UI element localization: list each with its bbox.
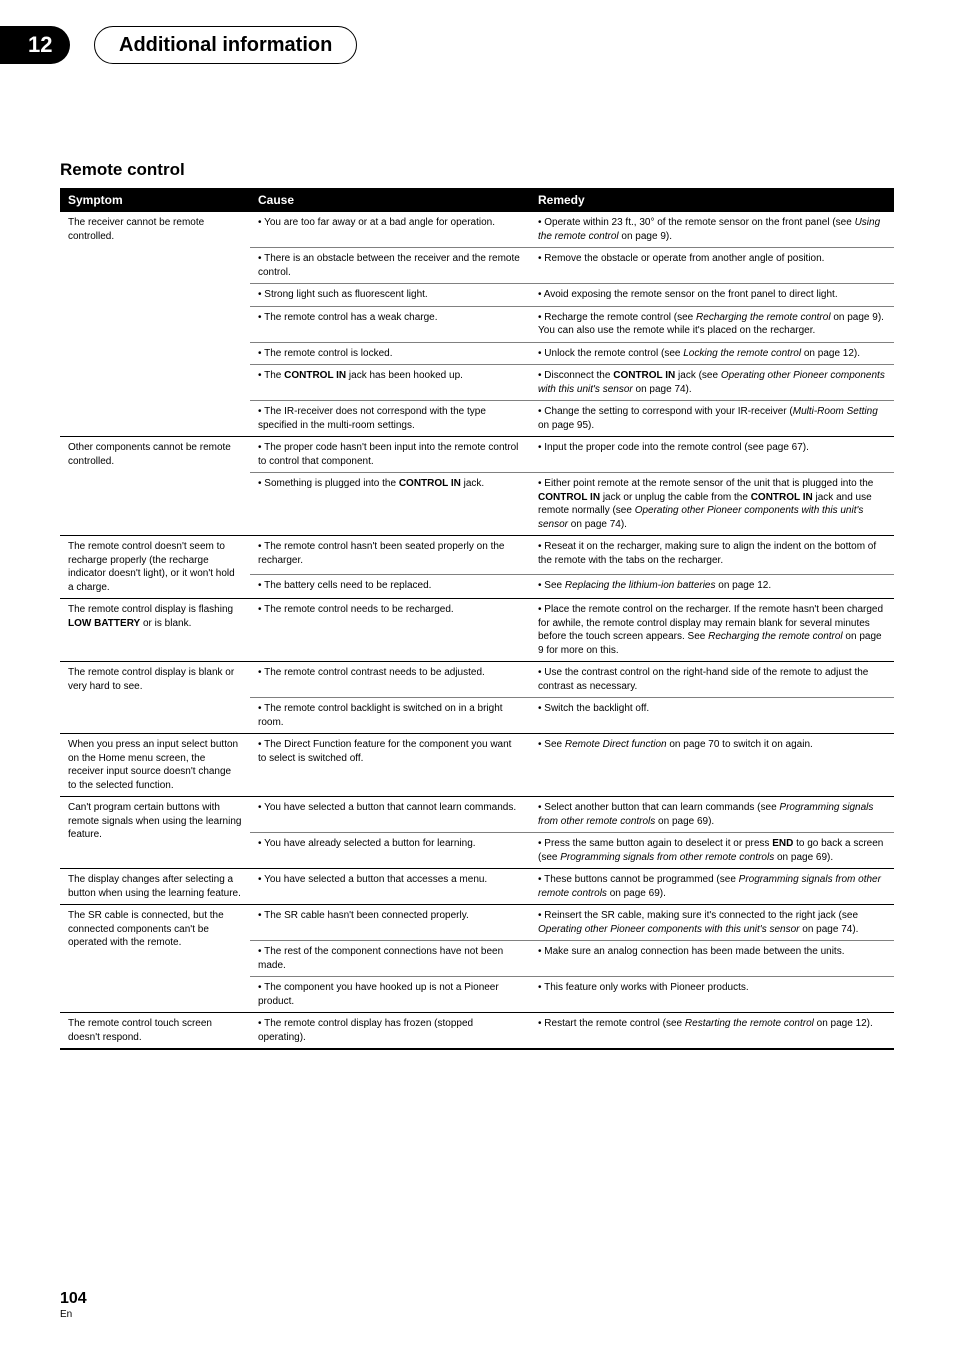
- remedy-cell: • Operate within 23 ft., 30° of the remo…: [530, 212, 894, 248]
- remedy-cell: • These buttons cannot be programmed (se…: [530, 869, 894, 905]
- remedy-cell: • This feature only works with Pioneer p…: [530, 977, 894, 1013]
- chapter-title: Additional information: [94, 26, 357, 64]
- remedy-cell: • Use the contrast control on the right-…: [530, 662, 894, 698]
- th-remedy: Remedy: [530, 188, 894, 212]
- symptom-cell: The remote control doesn't seem to recha…: [60, 536, 250, 599]
- remedy-cell: • Input the proper code into the remote …: [530, 437, 894, 473]
- cause-cell: • The CONTROL IN jack has been hooked up…: [250, 365, 530, 401]
- cause-cell: • There is an obstacle between the recei…: [250, 248, 530, 284]
- symptom-cell: The remote control touch screen doesn't …: [60, 1013, 250, 1050]
- remedy-cell: • Avoid exposing the remote sensor on th…: [530, 284, 894, 307]
- remedy-cell: • Switch the backlight off.: [530, 698, 894, 734]
- remedy-cell: • Place the remote control on the rechar…: [530, 599, 894, 662]
- cause-cell: • The rest of the component connections …: [250, 941, 530, 977]
- cause-cell: • The remote control needs to be recharg…: [250, 599, 530, 662]
- th-symptom: Symptom: [60, 188, 250, 212]
- symptom-cell: The SR cable is connected, but the conne…: [60, 905, 250, 1013]
- cause-cell: • The battery cells need to be replaced.: [250, 574, 530, 598]
- cause-cell: • You have already selected a button for…: [250, 833, 530, 869]
- page-footer: 104 En: [60, 1290, 87, 1320]
- cause-cell: • Something is plugged into the CONTROL …: [250, 473, 530, 536]
- cause-cell: • The remote control has a weak charge.: [250, 306, 530, 342]
- cause-cell: • The remote control display has frozen …: [250, 1013, 530, 1050]
- cause-cell: • The remote control backlight is switch…: [250, 698, 530, 734]
- symptom-cell: The remote control display is flashing L…: [60, 599, 250, 662]
- cause-cell: • The remote control contrast needs to b…: [250, 662, 530, 698]
- remedy-cell: • Remove the obstacle or operate from an…: [530, 248, 894, 284]
- symptom-cell: The remote control display is blank or v…: [60, 662, 250, 734]
- cause-cell: • The component you have hooked up is no…: [250, 977, 530, 1013]
- section-title: Remote control: [60, 160, 185, 180]
- cause-cell: • You have selected a button that access…: [250, 869, 530, 905]
- remedy-cell: • Either point remote at the remote sens…: [530, 473, 894, 536]
- remedy-cell: • Reinsert the SR cable, making sure it'…: [530, 905, 894, 941]
- remedy-cell: • Restart the remote control (see Restar…: [530, 1013, 894, 1050]
- remedy-cell: • Select another button that can learn c…: [530, 797, 894, 833]
- remedy-cell: • Disconnect the CONTROL IN jack (see Op…: [530, 365, 894, 401]
- page-number: 104: [60, 1290, 87, 1308]
- cause-cell: • The Direct Function feature for the co…: [250, 734, 530, 797]
- th-cause: Cause: [250, 188, 530, 212]
- symptom-cell: When you press an input select button on…: [60, 734, 250, 797]
- chapter-number-pill: 12: [0, 26, 70, 64]
- symptom-cell: The receiver cannot be remote controlled…: [60, 212, 250, 437]
- cause-cell: • Strong light such as fluorescent light…: [250, 284, 530, 307]
- cause-cell: • The IR-receiver does not correspond wi…: [250, 401, 530, 437]
- remedy-cell: • See Remote Direct function on page 70 …: [530, 734, 894, 797]
- remedy-cell: • Make sure an analog connection has bee…: [530, 941, 894, 977]
- symptom-cell: The display changes after selecting a bu…: [60, 869, 250, 905]
- cause-cell: • You have selected a button that cannot…: [250, 797, 530, 833]
- remedy-cell: • Change the setting to correspond with …: [530, 401, 894, 437]
- cause-cell: • The remote control is locked.: [250, 342, 530, 365]
- remedy-cell: • Press the same button again to deselec…: [530, 833, 894, 869]
- remedy-cell: • Reseat it on the recharger, making sur…: [530, 536, 894, 575]
- cause-cell: • The SR cable hasn't been connected pro…: [250, 905, 530, 941]
- cause-cell: • You are too far away or at a bad angle…: [250, 212, 530, 248]
- symptom-cell: Can't program certain buttons with remot…: [60, 797, 250, 869]
- cause-cell: • The proper code hasn't been input into…: [250, 437, 530, 473]
- cause-cell: • The remote control hasn't been seated …: [250, 536, 530, 575]
- remedy-cell: • Unlock the remote control (see Locking…: [530, 342, 894, 365]
- symptom-cell: Other components cannot be remote contro…: [60, 437, 250, 536]
- troubleshooting-table: Symptom Cause Remedy The receiver cannot…: [60, 188, 894, 1050]
- page-lang: En: [60, 1309, 72, 1320]
- remedy-cell: • See Replacing the lithium-ion batterie…: [530, 574, 894, 598]
- remedy-cell: • Recharge the remote control (see Recha…: [530, 306, 894, 342]
